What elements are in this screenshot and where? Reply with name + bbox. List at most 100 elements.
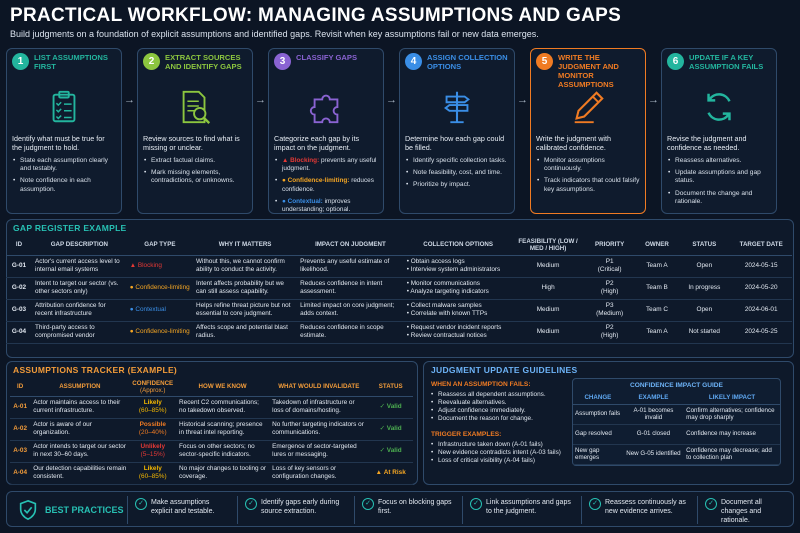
step-bullet: Note confidence in each assumption. (12, 177, 116, 193)
check-icon: ✓ (470, 498, 482, 510)
step-header: 2 EXTRACT SOURCES AND IDENTIFY GAPS (143, 53, 247, 83)
step-description: Identify what must be true for the judgm… (12, 134, 105, 152)
confidence-range: (60–85%) (138, 473, 167, 480)
best-practice-item: ✓ Focus on blocking gaps first. (362, 498, 456, 516)
step-bullet: Reassess alternatives. (667, 157, 771, 165)
gap-type: ● Confidence-limiting (126, 321, 193, 344)
priority: P2 (High) (583, 321, 636, 344)
assumption-id: A-01 (10, 396, 31, 419)
how-we-know: Historical scanning; presence in threat … (176, 418, 270, 441)
check-icon: ✓ (362, 498, 374, 510)
step-number: 3 (274, 53, 291, 70)
step-bullet: Update assumptions and gap status. (667, 169, 771, 185)
status-icon: ✓ (379, 403, 387, 411)
table-row: Gap resolved G-01 closed Confidence may in… (573, 424, 780, 445)
workflow-step: 5 WRITE THE JUDGMENT AND MONITOR ASSUMPTI… (530, 48, 646, 214)
column-header: TARGET DATE (730, 235, 792, 256)
table-row: New gap emerges New G-05 identified Confid… (573, 444, 780, 465)
assumption-text: Our detection capabilities remain consis… (30, 462, 130, 485)
collection-options: • Request vendor incident reports • Revie… (403, 321, 513, 344)
best-practice-text: Reassess continuously as new evidence ar… (605, 499, 686, 515)
assumption-id: A-02 (10, 418, 31, 441)
step-number: 6 (667, 53, 684, 70)
what-would-invalidate: Emergence of sector-targeted lures or me… (269, 440, 369, 463)
feasibility: Medium (512, 299, 584, 322)
page-title: PRACTICAL WORKFLOW: MANAGING ASSUMPTIONS… (10, 5, 622, 26)
collection-option: • Monitor communications (406, 280, 480, 288)
table-row: G-04 Third-party access to compromised ve… (6, 321, 792, 344)
column-header: IMPACT ON JUDGMENT (297, 235, 404, 256)
table-row: G-02 Intent to target our sector (vs. oth… (6, 277, 792, 300)
trigger-item: Infrastructure taken down (A-01 fails) (431, 441, 565, 449)
fail-item: Document the reason for change. (431, 415, 565, 423)
guide-change: New gap emerges (573, 444, 623, 465)
confidence: Possible (20–40%) (129, 418, 177, 441)
trigger-item: New evidence contradicts intent (A-03 fa… (431, 449, 565, 457)
gap-class-item: ● Confidence-limiting: reduces confidenc… (274, 177, 378, 193)
step-number: 2 (143, 53, 160, 70)
status-icon: ▲ (375, 469, 384, 477)
column-header: COLLECTION OPTIONS (403, 235, 513, 256)
target-date: 2024-05-15 (730, 255, 792, 278)
gap-type: ● Contextual (126, 299, 193, 322)
confidence-range: (5–15%) (140, 451, 165, 458)
status: Open (678, 299, 731, 322)
assumption-text: Actor intends to target our sector in ne… (30, 440, 130, 463)
assumption-status: ▲ At Risk (368, 462, 413, 485)
gap-type-symbol: ● (129, 306, 136, 314)
assumption-id: A-03 (10, 440, 31, 463)
fail-item: Adjust confidence immediately. (431, 407, 565, 415)
check-icon: ✓ (705, 498, 717, 510)
step-arrow-icon: → (648, 94, 659, 106)
fail-list: Reassess all dependent assumptions.Reeva… (431, 391, 565, 423)
step-header: 3 CLASSIFY GAPS (274, 53, 378, 83)
confidence-level: Likely (143, 399, 162, 407)
column-header: ID (10, 378, 31, 397)
column-header: HOW WE KNOW (176, 378, 270, 397)
priority-label: (Medium) (596, 310, 624, 317)
assumption-id: A-04 (10, 462, 31, 485)
collection-option: • Analyze targeting indicators (406, 288, 489, 295)
what-would-invalidate: Loss of key sensors or configuration cha… (269, 462, 369, 485)
assumption-text: Actor maintains access to their current … (30, 396, 130, 419)
step-title: LIST ASSUMPTIONS FIRST (34, 53, 108, 71)
priority-level: P1 (605, 258, 614, 266)
best-practice-divider (462, 496, 463, 524)
column-header: LIKELY IMPACT (684, 392, 780, 405)
best-practices-title: BEST PRACTICES (45, 505, 124, 515)
gap-type: ▲ Blocking (126, 255, 193, 278)
best-practice-item: ✓ Make assumptions explicit and testable. (135, 498, 231, 516)
column-header-line: CONFIDENCE (132, 379, 174, 387)
column-header-line: HOW WE KNOW (198, 383, 247, 391)
pen-icon (536, 83, 640, 131)
column-header: OWNER (635, 235, 679, 256)
what-would-invalidate: No further targeting indicators or commu… (269, 418, 369, 441)
priority-level: P2 (605, 280, 614, 288)
step-bullet: Mark missing elements, contradictions, o… (143, 169, 247, 185)
workflow-step: 4 ASSIGN COLLECTION OPTIONS Determine how … (399, 48, 515, 214)
step-bullet: Track indicators that could falsify key … (536, 177, 640, 193)
column-header-line: ASSUMPTION (59, 383, 101, 391)
priority-label: (High) (600, 332, 619, 339)
impact-on-judgment: Reduces confidence in scope estimate. (297, 321, 404, 344)
why-it-matters: Without this, we cannot confirm ability … (193, 255, 298, 278)
shield-check-icon (17, 499, 39, 521)
signpost-icon (405, 83, 509, 131)
gap-type-symbol: ● (129, 284, 136, 292)
gap-type-label: Blocking (137, 262, 162, 270)
gap-type-symbol: ▲ (129, 262, 138, 270)
update-guidelines-title: JUDGMENT UPDATE GUIDELINES (431, 365, 578, 375)
gap-type-label: Contextual (135, 306, 166, 314)
best-practice-text: Make assumptions explicit and testable. (151, 499, 215, 515)
update-rules: WHEN AN ASSUMPTION FAILS: Reassess all d… (431, 381, 565, 465)
step-bullets: Identify specific collection tasks. Note … (405, 157, 509, 190)
priority-level: P2 (605, 324, 614, 332)
gap-class-item: ● Contextual: improves understanding; op… (274, 197, 378, 213)
gap-id: G-01 (6, 255, 33, 278)
table-row: Assumption fails A-01 becomes invalid Conf… (573, 404, 780, 425)
priority: P3 (Medium) (583, 299, 636, 322)
table-row: G-01 Actor's current access level to inte… (6, 255, 792, 278)
step-bullet: Document the change and rationale. (667, 190, 771, 206)
gap-class-label: ● Contextual: (282, 197, 323, 205)
collection-options: • Collect malware samples • Correlate wit… (403, 299, 513, 322)
